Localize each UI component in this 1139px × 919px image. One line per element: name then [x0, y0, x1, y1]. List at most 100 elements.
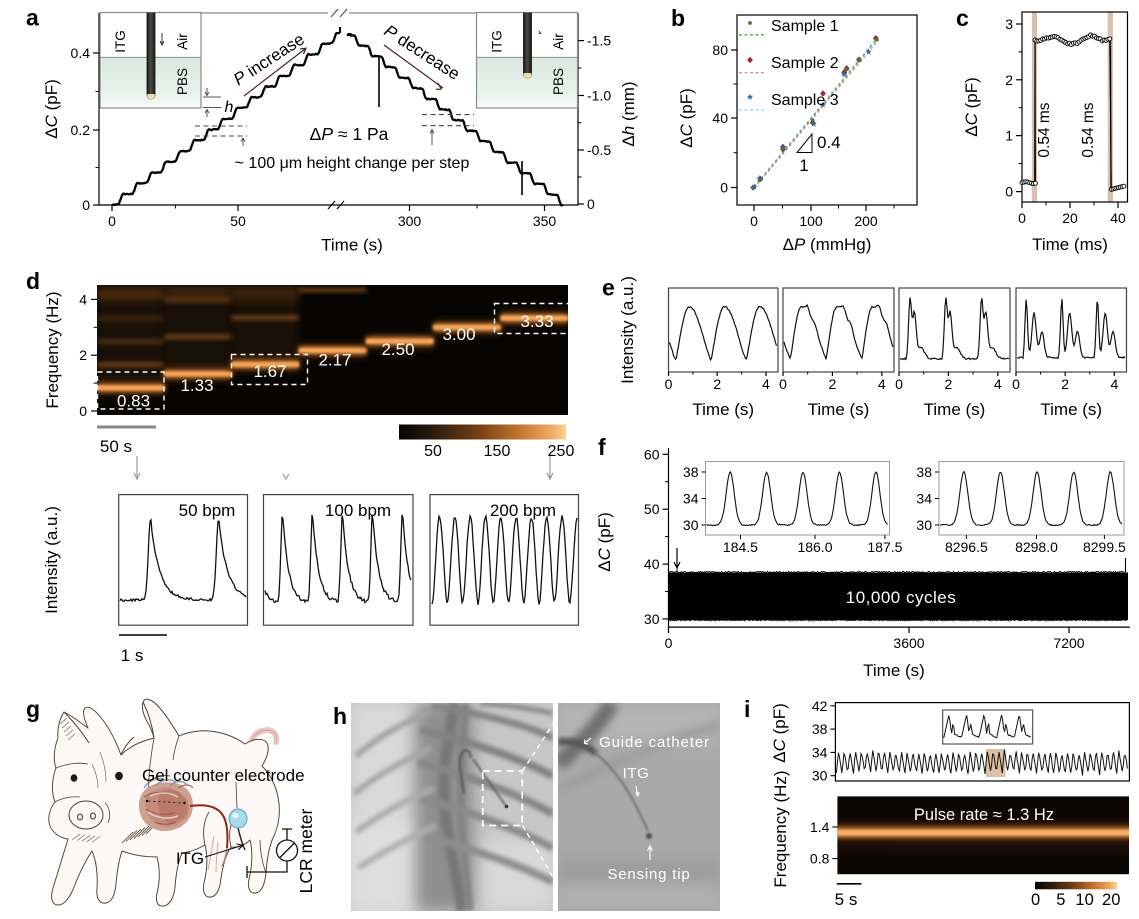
svg-text:0: 0 [750, 213, 758, 229]
svg-text:0: 0 [587, 196, 595, 212]
svg-text:~ 100 μm height change per ste: ~ 100 μm height change per step [235, 155, 470, 172]
svg-text:4: 4 [878, 376, 886, 392]
svg-text:200: 200 [854, 213, 878, 229]
svg-text:h: h [225, 99, 234, 116]
svg-text:2: 2 [1005, 72, 1013, 88]
svg-text:34: 34 [916, 491, 932, 507]
svg-text:38: 38 [812, 721, 828, 737]
svg-text:0: 0 [108, 213, 116, 229]
svg-text:1.4: 1.4 [810, 819, 830, 835]
svg-text:100: 100 [799, 213, 823, 229]
svg-text:0: 0 [665, 635, 673, 651]
svg-text:Time (s): Time (s) [863, 661, 925, 680]
svg-text:34: 34 [683, 491, 699, 507]
svg-text:2: 2 [828, 376, 836, 392]
svg-text:Sensing tip: Sensing tip [607, 866, 690, 883]
svg-text:-0.5: -0.5 [587, 142, 611, 158]
svg-text:150: 150 [484, 443, 511, 460]
svg-text:100 bpm: 100 bpm [325, 501, 391, 520]
svg-text:Sample 3: Sample 3 [771, 92, 839, 109]
svg-text:1.33: 1.33 [180, 376, 213, 395]
svg-text:4: 4 [79, 291, 87, 307]
svg-text:350: 350 [533, 213, 557, 229]
svg-text:184.5: 184.5 [723, 539, 758, 555]
svg-text:50: 50 [230, 213, 246, 229]
svg-text:187.5: 187.5 [867, 539, 902, 555]
svg-text:0: 0 [720, 180, 728, 196]
svg-text:50: 50 [424, 443, 442, 460]
svg-text:Sample 2: Sample 2 [771, 55, 839, 72]
svg-text:2: 2 [1061, 376, 1069, 392]
svg-text:38: 38 [916, 464, 932, 480]
svg-text:30: 30 [644, 611, 660, 627]
svg-text:0.54 ms: 0.54 ms [1080, 102, 1097, 157]
svg-text:Time (s): Time (s) [808, 400, 870, 419]
svg-text:80: 80 [712, 42, 728, 58]
svg-text:38: 38 [683, 464, 699, 480]
svg-text:-1.5: -1.5 [587, 33, 611, 49]
svg-text:250: 250 [548, 443, 575, 460]
svg-text:4: 4 [762, 376, 770, 392]
svg-text:b: b [671, 5, 685, 31]
svg-text:Pulse rate ≈ 1.3 Hz: Pulse rate ≈ 1.3 Hz [914, 806, 1054, 824]
svg-text:0.4: 0.4 [817, 133, 841, 152]
svg-text:40: 40 [644, 556, 660, 572]
svg-text:300: 300 [398, 213, 422, 229]
svg-text:50 s: 50 s [100, 437, 132, 456]
svg-text:40: 40 [1110, 210, 1126, 226]
svg-text:10,000 cycles: 10,000 cycles [846, 588, 956, 607]
svg-text:0: 0 [779, 376, 787, 392]
svg-text:3.00: 3.00 [442, 325, 475, 344]
svg-text:0: 0 [1018, 210, 1026, 226]
svg-text:5: 5 [1056, 891, 1065, 909]
svg-text:1: 1 [1005, 128, 1013, 144]
svg-text:0: 0 [82, 197, 90, 213]
svg-text:ITG: ITG [623, 765, 650, 782]
svg-text:20: 20 [1102, 891, 1120, 909]
svg-text:30: 30 [916, 517, 932, 533]
svg-text:7200: 7200 [1053, 635, 1084, 651]
svg-text:0: 0 [1012, 376, 1020, 392]
svg-text:ΔC (pF): ΔC (pF) [770, 703, 789, 763]
svg-text:42: 42 [812, 698, 828, 714]
svg-text:50: 50 [644, 501, 660, 517]
svg-text:PBS: PBS [551, 68, 566, 95]
svg-text:1: 1 [799, 156, 808, 175]
svg-text:0.2: 0.2 [71, 122, 91, 138]
svg-text:8298.0: 8298.0 [1015, 539, 1058, 555]
svg-text:0.8: 0.8 [810, 851, 830, 867]
svg-text:Time (s): Time (s) [321, 236, 383, 255]
svg-text:a: a [26, 5, 39, 31]
svg-text:0: 0 [1031, 891, 1040, 909]
svg-text:PBS: PBS [175, 68, 190, 95]
svg-text:34: 34 [812, 744, 828, 760]
svg-text:Guide catheter: Guide catheter [599, 734, 710, 751]
svg-text:Time (s): Time (s) [692, 400, 754, 419]
svg-text:50 bpm: 50 bpm [179, 501, 236, 520]
svg-text:10: 10 [1075, 891, 1093, 909]
svg-text:60: 60 [644, 446, 660, 462]
svg-text:Frequency (Hz): Frequency (Hz) [43, 291, 62, 408]
svg-text:4: 4 [1110, 376, 1118, 392]
svg-text:2.50: 2.50 [381, 340, 414, 359]
svg-text:200 bpm: 200 bpm [490, 501, 556, 520]
svg-text:ΔC (pF): ΔC (pF) [595, 512, 614, 572]
svg-text:ΔC (pF): ΔC (pF) [962, 77, 981, 137]
svg-text:0.83: 0.83 [117, 392, 150, 411]
svg-text:Time (s): Time (s) [1040, 400, 1102, 419]
svg-text:ΔP (mmHg): ΔP (mmHg) [783, 235, 872, 254]
svg-text:3.33: 3.33 [520, 312, 553, 331]
svg-text:0: 0 [1005, 184, 1013, 200]
svg-text:3: 3 [1005, 16, 1013, 32]
svg-text:-1.0: -1.0 [587, 88, 611, 104]
svg-text:i: i [744, 696, 750, 722]
svg-text:ΔC (pF): ΔC (pF) [677, 88, 696, 148]
svg-text:ΔP ≈ 1 Pa: ΔP ≈ 1 Pa [310, 124, 389, 144]
svg-text:e: e [602, 275, 615, 301]
svg-text:Intensity (a.u.): Intensity (a.u.) [42, 506, 61, 614]
svg-text:5 s: 5 s [835, 890, 858, 909]
svg-text:2: 2 [944, 376, 952, 392]
svg-text:ITG: ITG [490, 30, 505, 53]
svg-text:2.17: 2.17 [318, 351, 351, 370]
svg-text:Frequency (Hz): Frequency (Hz) [771, 770, 790, 887]
